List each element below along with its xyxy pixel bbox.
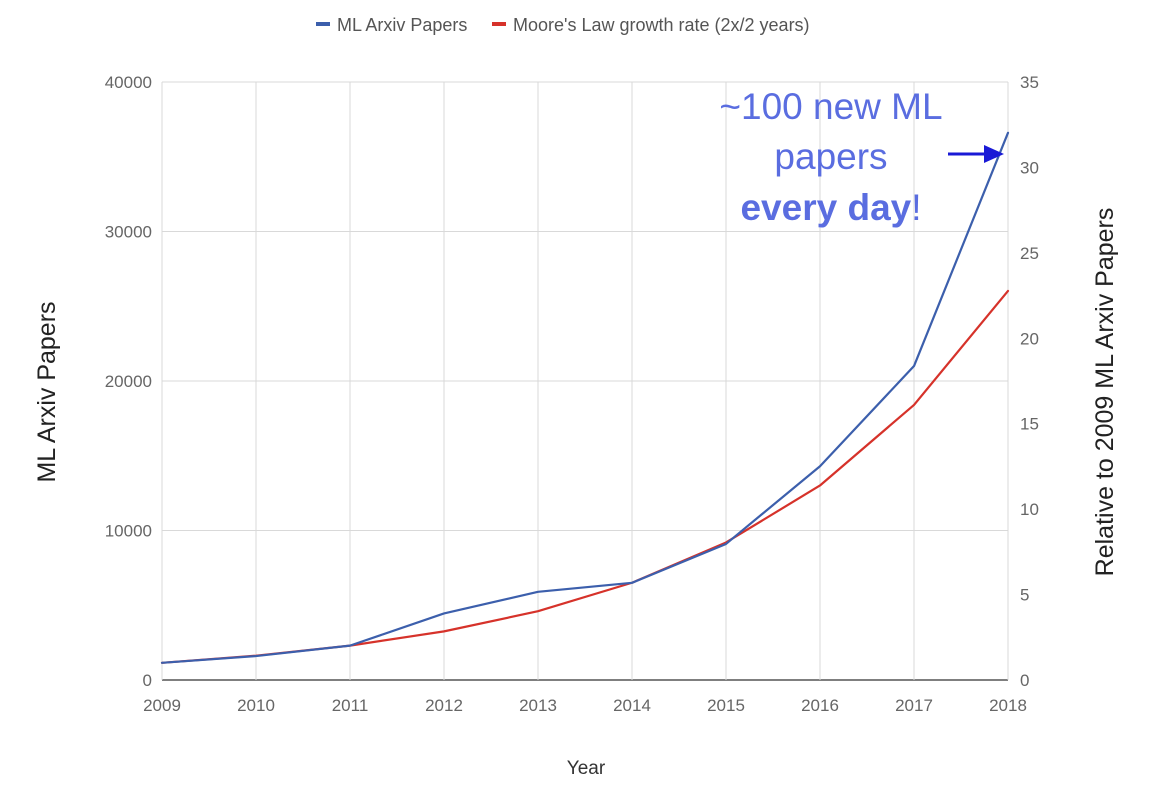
x-tick-label: 2017: [895, 696, 933, 715]
legend-swatch-ml-arxiv-papers: [316, 22, 330, 26]
x-tick-label: 2011: [332, 696, 369, 715]
y-axis-left-title: ML Arxiv Papers: [33, 301, 61, 482]
x-tick-label: 2018: [989, 696, 1027, 715]
annotation-arrow-head: [984, 145, 1004, 163]
legend: ML Arxiv Papers Moore's Law growth rate …: [316, 15, 810, 35]
y-axis-right-title: Relative to 2009 ML Arxiv Papers: [1091, 208, 1119, 577]
y-tick-label-right: 20: [1020, 329, 1039, 348]
y-tick-label-left: 30000: [105, 223, 152, 242]
annotation-line-1: ~100 new ML: [719, 86, 942, 127]
y-tick-label-right: 30: [1020, 158, 1039, 177]
x-tick-label: 2014: [613, 696, 651, 715]
x-tick-label: 2016: [801, 696, 839, 715]
legend-label-moores-law: Moore's Law growth rate (2x/2 years): [513, 15, 810, 35]
y-tick-label-right: 0: [1020, 671, 1029, 690]
x-axis-title: Year: [567, 758, 606, 779]
y-tick-label-left: 10000: [105, 522, 152, 541]
series-line-ml-arxiv-papers: [160, 131, 1010, 664]
y-tick-label-right: 5: [1020, 586, 1029, 605]
x-tick-label: 2009: [143, 696, 181, 715]
legend-label-ml-arxiv-papers: ML Arxiv Papers: [337, 15, 467, 35]
y-tick-label-left: 40000: [105, 73, 152, 92]
annotation-line-3: every day!: [740, 187, 921, 228]
y-tick-label-left: 20000: [105, 372, 152, 391]
y-tick-label-right: 35: [1020, 73, 1039, 92]
y-tick-label-right: 25: [1020, 244, 1039, 263]
x-tick-label: 2013: [519, 696, 557, 715]
x-tick-label: 2010: [237, 696, 275, 715]
legend-swatch-moores-law: [492, 22, 506, 26]
annotation: ~100 new ML papers every day!: [719, 86, 1004, 228]
annotation-line-2: papers: [774, 136, 887, 177]
y-tick-label-left: 0: [143, 671, 152, 690]
annotation-exclamation: !: [911, 187, 921, 228]
gridlines: [161, 81, 1009, 681]
y-axis-right-ticks: 0 5 10 15 20 25 30 35: [1020, 73, 1039, 690]
annotation-emphasis: every day: [740, 187, 911, 228]
series-line-moore-s-law-growth-rate-2x-2-years: [160, 289, 1010, 664]
y-tick-label-right: 10: [1020, 500, 1039, 519]
y-tick-label-right: 15: [1020, 415, 1039, 434]
series-lines: [160, 131, 1010, 664]
y-axis-left-ticks: 0 10000 20000 30000 40000: [105, 73, 152, 690]
x-tick-label: 2012: [425, 696, 463, 715]
x-tick-label: 2015: [707, 696, 745, 715]
x-axis-ticks: 2009 2010 2011 2012 2013 2014 2015 2016 2017 2018: [143, 696, 1027, 715]
